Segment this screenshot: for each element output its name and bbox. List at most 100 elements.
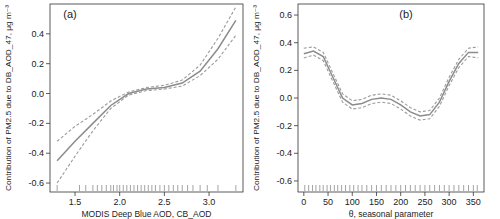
rug-tick bbox=[79, 185, 80, 191]
x-tick bbox=[328, 192, 329, 196]
rug-tick bbox=[434, 185, 435, 191]
rug-tick bbox=[97, 185, 98, 191]
x-tick-label: 1.5 bbox=[69, 197, 82, 207]
rug-tick bbox=[200, 185, 201, 191]
x-tick bbox=[352, 192, 353, 196]
y-tick bbox=[294, 70, 298, 71]
panel: -0.6-0.4-0.20.00.20.41.52.02.53.0MODIS D… bbox=[4, 4, 243, 219]
figure: -0.6 -0.4 -0.2 0.0 0.2 0.4 1.5 2.0 2.5 3.0 MODIS D… bbox=[0, 0, 500, 219]
rug-tick bbox=[187, 185, 188, 191]
rug-tick bbox=[92, 185, 93, 191]
rug-tick bbox=[405, 185, 406, 191]
y-tick bbox=[294, 15, 298, 16]
y-tick-label: 0.2 bbox=[279, 65, 292, 75]
rug-tick bbox=[130, 185, 131, 191]
y-tick-label: 0.4 bbox=[31, 29, 44, 39]
y-tick bbox=[294, 180, 298, 181]
rug-tick bbox=[458, 185, 459, 191]
data-layer bbox=[57, 7, 236, 191]
rug-tick bbox=[334, 185, 335, 191]
rug-tick bbox=[463, 185, 464, 191]
y-tick-label: -0.4 bbox=[276, 148, 292, 158]
x-tick bbox=[449, 192, 450, 196]
rug-tick bbox=[101, 185, 102, 191]
x-tick bbox=[75, 192, 76, 196]
y-tick-label: 0.2 bbox=[31, 59, 44, 69]
rug-tick bbox=[381, 185, 382, 191]
rug-tick bbox=[126, 185, 127, 191]
rug-tick bbox=[473, 185, 474, 191]
confidence-band bbox=[304, 47, 478, 112]
rug-tick bbox=[341, 185, 342, 191]
rug-tick bbox=[439, 185, 440, 191]
x-tick bbox=[209, 192, 210, 196]
rug-tick bbox=[137, 185, 138, 191]
panel: -0.6-0.4-0.20.00.20.40.60501001502002503… bbox=[252, 4, 484, 219]
rug-tick bbox=[477, 185, 478, 191]
x-tick-label: 200 bbox=[393, 197, 408, 207]
rug-tick bbox=[400, 185, 401, 191]
y-tick bbox=[46, 33, 50, 34]
rug-tick bbox=[468, 185, 469, 191]
rug-tick bbox=[349, 185, 350, 191]
data-layer bbox=[304, 47, 478, 191]
rug-tick bbox=[141, 185, 142, 191]
fit-line bbox=[304, 51, 478, 116]
rug-tick bbox=[376, 185, 377, 191]
rug-tick bbox=[235, 185, 236, 191]
rug-tick bbox=[391, 185, 392, 191]
x-tick-label: 3.0 bbox=[203, 197, 216, 207]
x-tick-label: 300 bbox=[442, 197, 457, 207]
y-tick bbox=[46, 153, 50, 154]
x-tick-label: 2.5 bbox=[158, 197, 171, 207]
rug-tick bbox=[159, 185, 160, 191]
y-tick bbox=[46, 183, 50, 184]
rug-tick bbox=[424, 185, 425, 191]
y-tick-label: 0.0 bbox=[31, 89, 44, 99]
rug-tick bbox=[429, 185, 430, 191]
rug-tick bbox=[319, 185, 320, 191]
panel-label: (b) bbox=[399, 8, 412, 20]
rug-tick bbox=[315, 185, 316, 191]
y-axis-label: Contribution of PM2.5 due to DB_AOD_47, … bbox=[252, 5, 261, 191]
confidence-band bbox=[57, 7, 236, 141]
rug-tick bbox=[207, 185, 208, 191]
x-tick bbox=[376, 192, 377, 196]
x-tick-label: 350 bbox=[466, 197, 481, 207]
rug-tick bbox=[57, 185, 58, 191]
y-tick-label: -0.6 bbox=[276, 176, 292, 186]
rug-tick bbox=[345, 185, 346, 191]
rug-tick bbox=[323, 185, 324, 191]
y-tick bbox=[294, 125, 298, 126]
plot-frame bbox=[50, 4, 243, 192]
x-tick bbox=[303, 192, 304, 196]
rug-tick bbox=[110, 185, 111, 191]
x-tick-label: 0 bbox=[301, 197, 306, 207]
rug-tick bbox=[353, 185, 354, 191]
y-tick-label: -0.4 bbox=[28, 148, 44, 158]
x-axis-label: MODIS Deep Blue AOD, CB_AOD bbox=[82, 209, 212, 219]
y-tick bbox=[46, 93, 50, 94]
x-tick bbox=[164, 192, 165, 196]
rug-tick bbox=[117, 185, 118, 191]
rug-tick bbox=[151, 185, 152, 191]
x-tick-label: 150 bbox=[369, 197, 384, 207]
x-tick bbox=[400, 192, 401, 196]
y-axis-label: Contribution of PM2.5 due to DB_AOD_47, … bbox=[4, 5, 13, 191]
rug-tick bbox=[177, 185, 178, 191]
y-tick-label: -0.2 bbox=[276, 121, 292, 131]
rug-tick bbox=[182, 185, 183, 191]
rug-tick bbox=[217, 185, 218, 191]
y-tick bbox=[294, 42, 298, 43]
rug-tick bbox=[361, 185, 362, 191]
rug-tick bbox=[119, 185, 120, 191]
x-tick-label: 2.0 bbox=[113, 197, 126, 207]
x-axis-label: θ, seasonal parameter bbox=[349, 209, 434, 219]
rug-tick bbox=[337, 185, 338, 191]
rug-tick bbox=[113, 185, 114, 191]
rug-tick bbox=[386, 185, 387, 191]
y-tick bbox=[46, 63, 50, 64]
rug-tick bbox=[173, 185, 174, 191]
rug-tick bbox=[168, 185, 169, 191]
rug-tick bbox=[85, 185, 86, 191]
